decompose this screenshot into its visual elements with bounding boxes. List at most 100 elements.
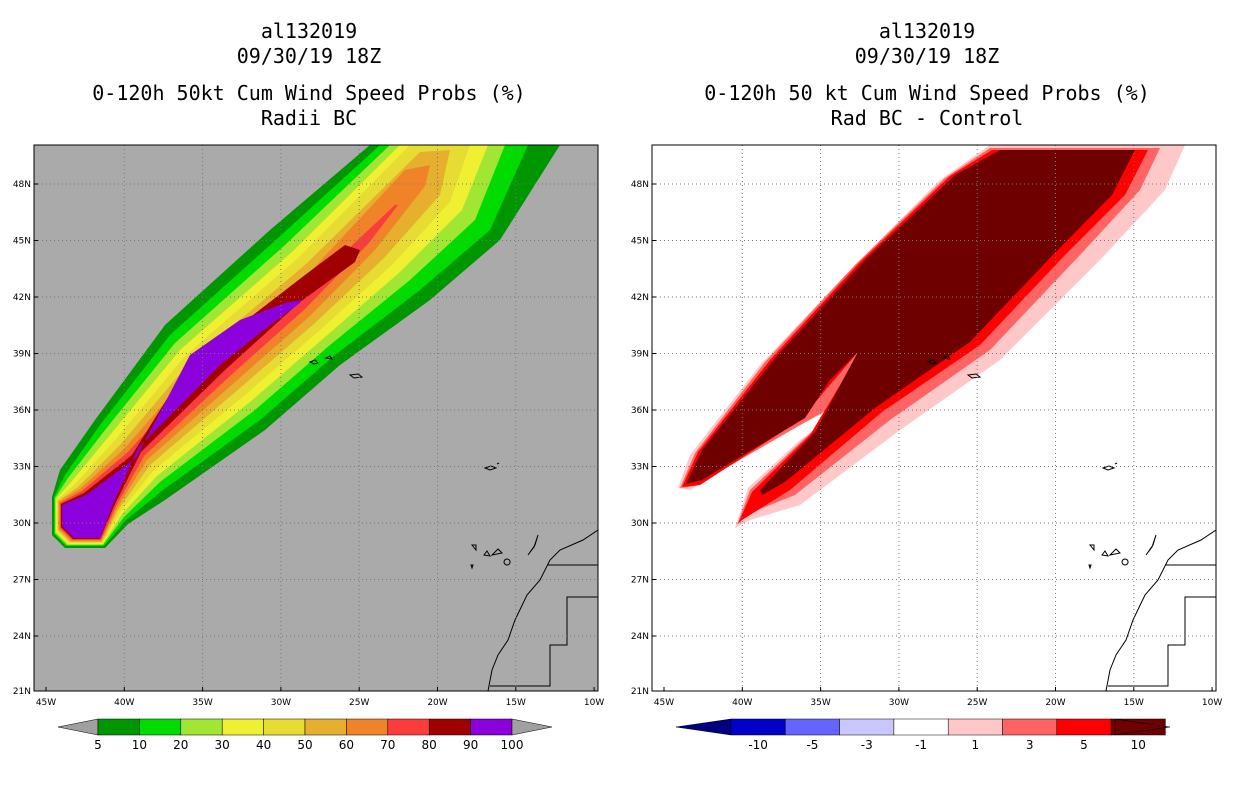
- left-axis-ticks: 45W 40W 35W 30W 25W 20W 15W 10W 48N 45N 42N 39N 36N 3…: [13, 180, 605, 708]
- right-axis-ticks: 45W 40W 35W 30W 25W 20W 15W 10W 48N 45N 42N 39N 36N 3…: [631, 180, 1223, 708]
- right-colorbar-box: [947, 718, 1003, 736]
- left-colorbar-box: [304, 718, 347, 736]
- left-gridlines: [34, 145, 598, 691]
- left-map-frame: [33, 144, 599, 692]
- left-lon-label: 25W: [349, 698, 369, 708]
- left-colorbar-box: [97, 718, 140, 736]
- right-storm-id: al132019: [878, 19, 976, 43]
- right-lat-label: 42N: [631, 293, 649, 303]
- right-map: 45W 40W 35W 30W 25W 20W 15W 10W 48N 45N 42N 39N 36N 3…: [631, 144, 1223, 752]
- left-colorbar-label: 50: [297, 738, 312, 752]
- left-lon-label: 45W: [36, 698, 56, 708]
- right-colorbar-min-arrow: [675, 718, 732, 736]
- left-map: 45W 40W 35W 30W 25W 20W 15W 10W 48N 45N 42N 39N 36N 3…: [13, 144, 605, 752]
- right-colorbar-box: [839, 718, 895, 736]
- left-lon-label: 10W: [584, 698, 604, 708]
- right-colorbar-max-arrow: [1114, 718, 1171, 736]
- right-subtitle2: Rad BC - Control: [830, 106, 1024, 130]
- left-colorbar-label: 30: [215, 738, 230, 752]
- left-panel-title: al132019 09/30/19 18Z 0-120h 50kt Cum Wi…: [0, 19, 618, 131]
- left-colorbar: 5 10 20 30 40 50 60 70 80 90 100: [57, 718, 553, 752]
- left-subtitle2: Radii BC: [260, 106, 358, 130]
- left-colorbar-box: [387, 718, 430, 736]
- right-panel-title: al132019 09/30/19 18Z 0-120h 50 kt Cum W…: [618, 19, 1236, 131]
- left-lon-label: 30W: [271, 698, 291, 708]
- left-lat-label: 27N: [13, 576, 31, 586]
- right-lat-label: 21N: [631, 687, 649, 697]
- right-lon-label: 15W: [1124, 698, 1144, 708]
- right-lat-label: 45N: [631, 237, 649, 247]
- left-probability-swath: [52, 145, 560, 548]
- left-colorbar-min-arrow: [57, 718, 99, 736]
- right-lat-label: 24N: [631, 632, 649, 642]
- right-map-frame: [651, 144, 1217, 692]
- right-lon-label: 30W: [889, 698, 909, 708]
- right-colorbar-box: [893, 718, 949, 736]
- right-lat-label: 48N: [631, 180, 649, 190]
- right-colorbar-label: -10: [748, 738, 768, 752]
- right-gridlines: [652, 145, 1216, 691]
- right-lat-label: 27N: [631, 576, 649, 586]
- left-lat-label: 30N: [13, 519, 31, 529]
- left-colorbar-box: [346, 718, 389, 736]
- right-coastlines: [926, 355, 1216, 691]
- left-lon-label: 35W: [192, 698, 212, 708]
- right-colorbar-label: -5: [806, 738, 818, 752]
- left-lat-label: 48N: [13, 180, 31, 190]
- left-lat-label: 24N: [13, 632, 31, 642]
- left-lon-label: 40W: [114, 698, 134, 708]
- right-lon-label: 40W: [732, 698, 752, 708]
- left-colorbar-label: 40: [256, 738, 271, 752]
- left-colorbar-label: 100: [501, 738, 524, 752]
- right-colorbar-box: [1002, 718, 1058, 736]
- right-lon-label: 35W: [810, 698, 830, 708]
- right-datetime: 09/30/19 18Z: [854, 44, 1000, 68]
- left-colorbar-label: 10: [132, 738, 147, 752]
- right-lat-label: 39N: [631, 350, 649, 360]
- right-lon-label: 10W: [1202, 698, 1222, 708]
- left-colorbar-label: 70: [380, 738, 395, 752]
- left-storm-id: al132019: [260, 19, 358, 43]
- left-lon-label: 20W: [427, 698, 447, 708]
- right-lon-label: 25W: [967, 698, 987, 708]
- left-lat-label: 45N: [13, 237, 31, 247]
- left-colorbar-box: [263, 718, 306, 736]
- right-lat-label: 30N: [631, 519, 649, 529]
- right-colorbar-label: 5: [1080, 738, 1088, 752]
- right-lon-label: 20W: [1045, 698, 1065, 708]
- right-lon-label: 45W: [654, 698, 674, 708]
- right-colorbar-box: [785, 718, 840, 736]
- left-colorbar-box: [221, 718, 264, 736]
- left-subtitle: 0-120h 50kt Cum Wind Speed Probs (%): [92, 81, 526, 105]
- left-colorbar-label: 90: [463, 738, 478, 752]
- left-colorbar-label: 20: [173, 738, 188, 752]
- left-lat-label: 42N: [13, 293, 31, 303]
- right-colorbar-box: [1056, 718, 1112, 736]
- left-lat-label: 36N: [13, 406, 31, 416]
- right-colorbar-label: -3: [861, 738, 873, 752]
- left-lat-label: 39N: [13, 350, 31, 360]
- right-colorbar-label: 10: [1131, 738, 1146, 752]
- left-lat-label: 33N: [13, 463, 31, 473]
- left-colorbar-box: [428, 718, 471, 736]
- left-datetime: 09/30/19 18Z: [236, 44, 382, 68]
- left-colorbar-box: [180, 718, 223, 736]
- left-colorbar-label: 80: [422, 738, 437, 752]
- right-colorbar-label: -1: [915, 738, 927, 752]
- left-colorbar-box: [470, 718, 513, 736]
- right-subtitle: 0-120h 50 kt Cum Wind Speed Probs (%): [704, 81, 1150, 105]
- left-colorbar-box: [139, 718, 182, 736]
- right-colorbar-label: 1: [972, 738, 980, 752]
- right-lat-label: 36N: [631, 406, 649, 416]
- right-colorbar-box: [730, 718, 786, 736]
- right-colorbar: -10 -5 -3 -1 1 3 5 10: [675, 718, 1171, 752]
- left-lat-label: 21N: [13, 687, 31, 697]
- left-colorbar-label: 60: [339, 738, 354, 752]
- left-coastlines: [308, 355, 598, 691]
- right-colorbar-label: 3: [1026, 738, 1034, 752]
- right-difference-swath: [678, 145, 1185, 528]
- right-lat-label: 33N: [631, 463, 649, 473]
- left-lon-label: 15W: [506, 698, 526, 708]
- left-colorbar-max-arrow: [511, 718, 553, 736]
